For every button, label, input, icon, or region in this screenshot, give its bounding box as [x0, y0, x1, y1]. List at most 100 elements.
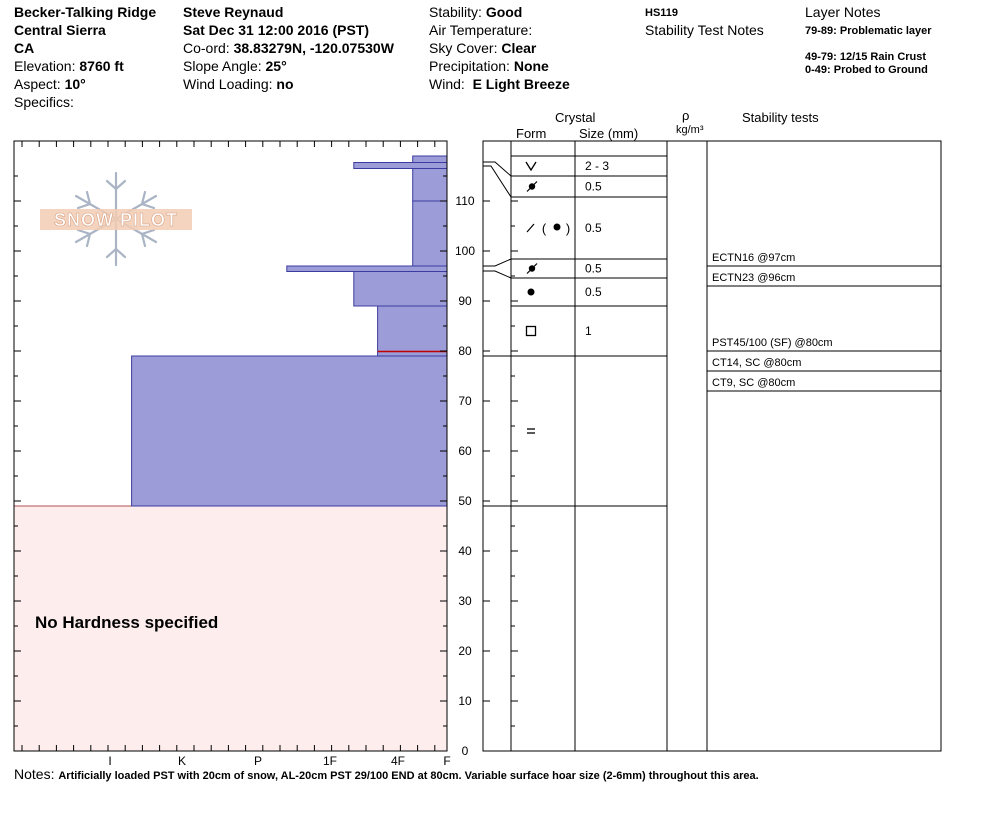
coord-row: Co-ord: 38.83279N, -120.07530W: [183, 39, 394, 57]
stability-test-label: CT14, SC @80cm: [712, 357, 801, 369]
layer-connector: [483, 161, 512, 177]
hardness-layer-bar: [353, 162, 448, 169]
y-tick-label: 60: [458, 444, 472, 458]
stability-label: Stability:: [429, 4, 482, 20]
layer-note-2: 49-79: 12/15 Rain Crust: [805, 51, 927, 63]
aspect-row: Aspect: 10°: [14, 75, 86, 93]
stability-test-notes-title: Stability Test Notes: [645, 22, 764, 38]
location-name: Becker-Talking Ridge: [14, 4, 157, 20]
hardness-layer-bar: [412, 155, 448, 163]
stability-value: Good: [485, 4, 523, 20]
crystal-form-round-grains: [527, 288, 535, 296]
density-unit: kg/m³: [676, 124, 704, 136]
wind-row: Wind: E Light Breeze: [429, 75, 570, 93]
stability-test-label: PST45/100 (SF) @80cm: [712, 337, 833, 349]
aspect-label: Aspect:: [14, 76, 61, 92]
size-header: Size (mm): [579, 126, 639, 141]
wind-loading-value: no: [276, 76, 294, 92]
stability-tests-header: Stability tests: [742, 110, 819, 125]
precip-value: None: [513, 58, 549, 74]
snow-height: HS119: [645, 7, 679, 19]
precip-label: Precipitation:: [429, 58, 510, 74]
wind-loading-label: Wind Loading:: [183, 76, 273, 92]
crystal-form-paren-left: (: [542, 221, 547, 236]
elevation-value: 8760 ft: [79, 58, 124, 74]
hardness-scale-label: I: [108, 754, 111, 768]
hardness-layer-bar: [353, 271, 448, 307]
crystal-form-decomposing-stroke: [526, 263, 538, 274]
sky-label: Sky Cover:: [429, 40, 498, 56]
mountain-range: Central Sierra: [14, 22, 106, 38]
stability-test-label: CT9, SC @80cm: [712, 377, 795, 389]
crystal-size-value: 0.5: [585, 262, 602, 276]
observer-name: Steve Reynaud: [183, 4, 284, 20]
crystal-form-paren-right: ): [566, 221, 570, 236]
snow-pilot-logo: SNOW PILOT: [40, 171, 192, 267]
notes-label: Notes:: [14, 766, 55, 782]
aspect-value: 10°: [64, 76, 86, 92]
y-tick-label: 70: [458, 394, 472, 408]
crystal-header: Crystal: [555, 110, 596, 125]
hardness-scale-label: F: [443, 754, 450, 768]
y-tick-label: 80: [458, 344, 472, 358]
air-temp-label: Air Temperature:: [429, 22, 533, 38]
crystal-form-primary: [526, 223, 535, 233]
sky-row: Sky Cover: Clear: [429, 39, 536, 57]
sky-value: Clear: [501, 40, 537, 56]
crystal-size-value: 0.5: [585, 285, 602, 299]
y-tick-label: 90: [458, 294, 472, 308]
slope-row: Slope Angle: 25°: [183, 57, 287, 75]
elevation-label: Elevation:: [14, 58, 76, 74]
crystal-size-value: 0.5: [585, 180, 602, 194]
hardness-scale-label: 4F: [391, 754, 405, 768]
form-header: Form: [516, 126, 547, 141]
density-symbol: ρ: [682, 108, 690, 123]
observation-datetime: Sat Dec 31 12:00 2016 (PST): [183, 22, 369, 38]
precip-row: Precipitation: None: [429, 57, 549, 75]
specifics-label: Specifics:: [14, 94, 74, 110]
notes-row: Notes: Artificially loaded PST with 20cm…: [14, 765, 759, 785]
crystal-form-secondary: [553, 223, 561, 231]
hardness-layer-bar: [412, 168, 448, 202]
wind-loading-row: Wind Loading: no: [183, 75, 294, 93]
elevation-row: Elevation: 8760 ft: [14, 57, 124, 75]
slope-value: 25°: [265, 58, 287, 74]
crystal-size-value: 1: [585, 324, 592, 338]
layer-connector: [483, 165, 512, 198]
y-tick-label: 50: [458, 494, 472, 508]
y-tick-label: 10: [458, 694, 472, 708]
y-tick-label: 30: [458, 594, 472, 608]
crystal-size-value: 2 - 3: [585, 159, 609, 173]
layer-note-1: 79-89: Problematic layer: [805, 25, 932, 37]
hardness-scale-label: K: [178, 754, 186, 768]
crystal-size-value: 0.5: [585, 221, 602, 235]
y-tick-label: 20: [458, 644, 472, 658]
y-tick-label: 100: [455, 244, 475, 258]
hardness-scale-label: P: [254, 754, 262, 768]
coord-label: Co-ord:: [183, 40, 230, 56]
crystal-table-frame: [482, 140, 942, 752]
svg-text:SNOW PILOT: SNOW PILOT: [54, 210, 178, 230]
layer-note-3: 0-49: Probed to Ground: [805, 64, 928, 76]
hardness-layer-bar: [412, 200, 448, 267]
coord-value: 38.83279N, -120.07530W: [233, 40, 394, 56]
slope-label: Slope Angle:: [183, 58, 262, 74]
hardness-scale-label: 1F: [323, 754, 337, 768]
crystal-form-surface-hoar: [525, 161, 537, 172]
no-hardness-label: No Hardness specified: [35, 613, 218, 632]
hardness-layer-bar: [286, 265, 448, 272]
hardness-layer-bar: [377, 305, 448, 357]
stability-row: Stability: Good: [429, 3, 522, 21]
layer-connector: [483, 258, 512, 267]
layer-notes-title: Layer Notes: [805, 4, 881, 20]
y-tick-label: 110: [455, 194, 474, 208]
wind-label: Wind:: [429, 76, 465, 92]
stability-test-label: ECTN23 @96cm: [712, 272, 795, 284]
notes-text: Artificially loaded PST with 20cm of sno…: [58, 770, 759, 782]
no-hardness-region: [13, 505, 448, 752]
layer-connector: [483, 270, 512, 279]
stability-test-label: ECTN16 @97cm: [712, 252, 795, 264]
y-tick-label: 40: [458, 544, 472, 558]
y-tick-label: 0: [462, 744, 469, 758]
wind-value: E Light Breeze: [472, 76, 570, 92]
